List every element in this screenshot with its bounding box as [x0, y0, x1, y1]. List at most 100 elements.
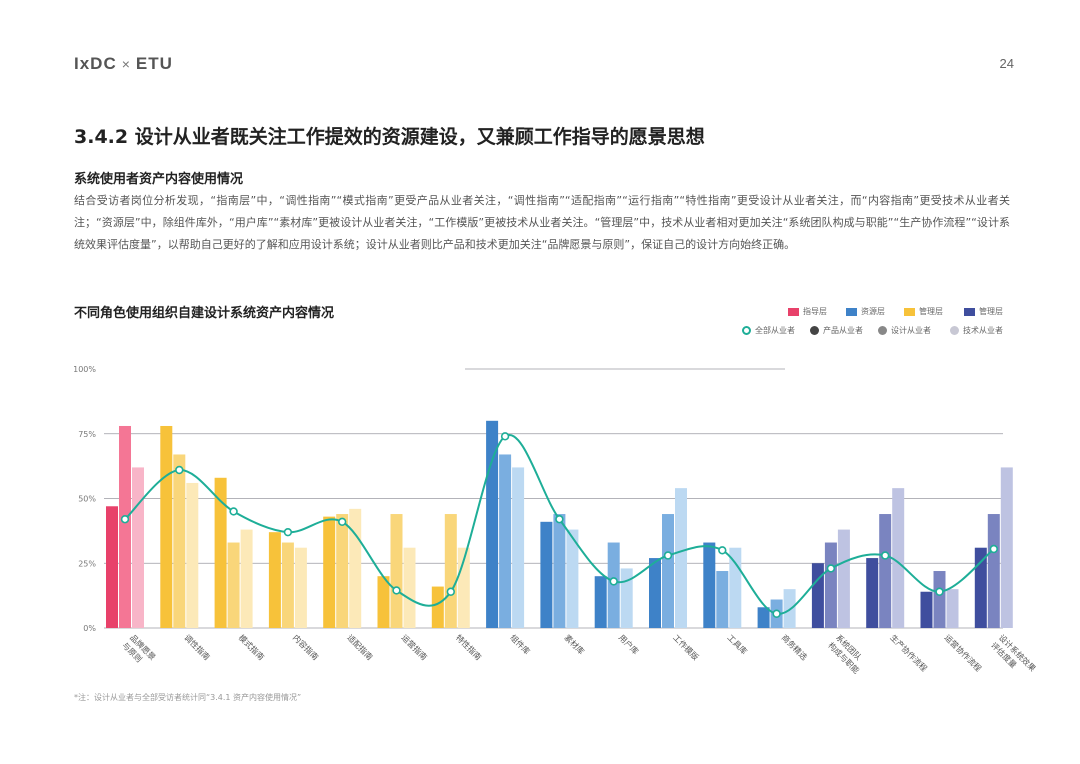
bar [920, 591, 933, 628]
line-point [229, 507, 238, 516]
x-tick-label: 设计系统效果评估度量 [989, 632, 1038, 681]
x-tick-line: 模式指南 [237, 632, 267, 662]
bar [553, 514, 566, 628]
legend-item-design: 设计从业者 [878, 325, 950, 336]
body-paragraph: 结合受访者岗位分析发现，“指南层”中，“调性指南”“模式指南”更受产品从业者关注… [74, 194, 1010, 251]
footnote: *注：设计从业者与全部受访者统计同“3.4.1 资产内容使用情况” [74, 693, 302, 702]
bar [594, 576, 607, 628]
bar [540, 521, 553, 628]
bar [649, 558, 661, 628]
legend-label: 资源层 [861, 307, 885, 316]
legend-label: 指导层 [803, 307, 827, 316]
bar [390, 514, 403, 628]
bar [837, 529, 850, 628]
line-point [392, 586, 401, 595]
x-tick-label: 模式指南 [237, 632, 267, 662]
bar [716, 571, 729, 628]
x-tick-line: 生产协作流程 [888, 632, 929, 673]
y-tick-label: 0% [83, 624, 96, 633]
brand-logo: IxDC × ETU [74, 54, 173, 74]
bar [729, 547, 742, 628]
x-tick-line: 商务精选 [780, 632, 810, 662]
x-tick-label: 运营指南 [400, 632, 430, 662]
x-tick-label: 特性指南 [454, 632, 484, 662]
x-tick-label: 工具库 [725, 632, 749, 656]
legend-item-manage-a: 管理层 [904, 306, 964, 317]
y-tick-label: 75% [78, 430, 96, 439]
x-tick-line: 运营协作流程 [943, 632, 984, 673]
legend-swatch [964, 307, 975, 316]
bar [987, 514, 1000, 628]
legend-item-tech: 技术从业者 [950, 325, 1003, 336]
x-tick-line: 特性指南 [454, 632, 484, 662]
bar [879, 514, 892, 628]
bar [499, 454, 512, 628]
x-tick-line: 内容指南 [291, 632, 321, 662]
chart-title: 不同角色使用组织自建设计系统资产内容情况 [74, 306, 335, 321]
bar [566, 529, 579, 628]
bar [119, 425, 131, 628]
legend-item-manage-b: 管理层 [964, 306, 1003, 317]
bar [444, 514, 457, 628]
chart-line [120, 432, 998, 618]
line-point [283, 527, 293, 537]
bar [336, 514, 349, 628]
line-point [880, 551, 890, 560]
x-tick-line: 工具库 [725, 632, 749, 656]
bar [431, 586, 444, 628]
line-point [935, 587, 944, 596]
legend-item-all: 全部从业者 [742, 325, 810, 336]
brand-ixdc: IxDC [74, 54, 117, 73]
section-title: 3.4.2 设计从业者既关注工作提效的资源建设，又兼顾工作指导的愿景思想 [74, 126, 705, 148]
bar [323, 516, 336, 628]
legend-swatch [788, 307, 799, 316]
bar [892, 488, 905, 628]
bar [377, 576, 390, 628]
legend-label: 设计从业者 [891, 326, 931, 335]
bar [703, 542, 716, 628]
line-point [663, 551, 673, 560]
bar [512, 467, 525, 628]
x-tick-label: 调性指南 [182, 632, 212, 662]
bar [824, 542, 837, 628]
page-number: 24 [999, 56, 1014, 71]
line-point [826, 564, 836, 573]
line-point [500, 432, 510, 441]
brand-etu: ETU [135, 54, 173, 73]
bar [106, 506, 118, 628]
legend-dot [810, 326, 819, 335]
x-tick-label: 生产协作流程 [888, 632, 929, 673]
bar [214, 477, 227, 628]
sub-title: 系统使用者资产内容使用情况 [74, 172, 244, 187]
bar [933, 571, 946, 628]
x-tick-label: 组件库 [508, 632, 532, 656]
chart-grid: 0% 25% 50% 75% 100% [73, 365, 1003, 633]
bar [281, 542, 294, 628]
y-tick-label: 100% [73, 365, 96, 374]
bar [620, 568, 633, 628]
x-tick-line: 调性指南 [182, 632, 212, 662]
line-point [989, 544, 998, 554]
x-tick-line: 适配指南 [345, 632, 375, 662]
x-tick-label: 运营协作流程 [943, 632, 984, 673]
bar [294, 547, 307, 628]
bar [946, 589, 959, 628]
legend-layers: 指导层 资源层 管理层 管理层 [788, 306, 1003, 317]
y-tick-label: 50% [78, 495, 96, 504]
line-point [609, 577, 618, 586]
x-tick-line: 运营指南 [400, 632, 430, 662]
legend-dot [878, 326, 887, 335]
chart-x-labels: 品牌愿景与原则 调性指南 模式指南 内容指南 适配指南 运营指南 特性指南 组件库 素材库 用户库… [120, 632, 1038, 681]
bar [811, 563, 824, 628]
line-point [718, 546, 727, 555]
x-tick-label: 商务精选 [780, 632, 810, 662]
bar [160, 425, 173, 628]
bar [227, 542, 240, 628]
line-point [338, 517, 347, 527]
x-tick-label: 内容指南 [291, 632, 321, 662]
legend-swatch [904, 307, 915, 316]
x-tick-line: 组件库 [508, 632, 532, 656]
x-tick-label: 系统团队构成与职能 [826, 632, 869, 675]
legend-item-guide: 指导层 [788, 306, 846, 317]
